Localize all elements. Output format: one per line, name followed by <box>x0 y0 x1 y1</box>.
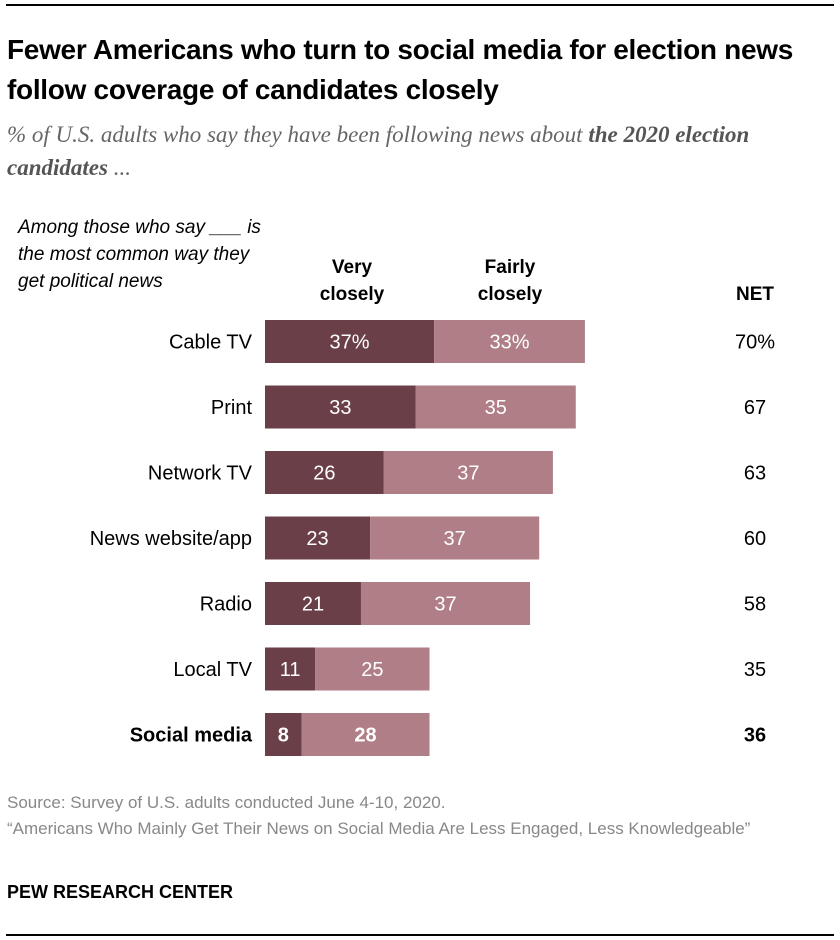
bar-label-fairly-closely: 33% <box>489 332 529 354</box>
bar-very-closely <box>265 451 384 494</box>
net-value-label: 60 <box>744 528 766 550</box>
column-header-net: NET <box>736 284 774 305</box>
bar-label-very-closely: 37% <box>330 332 370 354</box>
column-header-very-closely: Very closely <box>319 257 385 305</box>
bar-label-very-closely: 8 <box>278 725 289 747</box>
category-label: Local TV <box>173 659 252 681</box>
bar-label-very-closely: 21 <box>302 594 324 616</box>
top-rule <box>6 4 834 6</box>
bar-fairly-closely <box>383 451 553 494</box>
bar-very-closely <box>265 516 371 560</box>
bar-label-very-closely: 11 <box>280 659 301 681</box>
source-citation: “Americans Who Mainly Get Their News on … <box>7 819 751 838</box>
bar-fairly-closely <box>301 713 430 756</box>
bar-fairly-closely <box>360 582 531 625</box>
chart-title: Fewer Americans who turn to social media… <box>7 34 793 105</box>
category-label: Print <box>211 397 253 419</box>
net-value-label: 58 <box>744 594 766 616</box>
column-header-fairly-closely: Fairly closely <box>477 257 543 305</box>
bar-fairly-closely <box>415 385 576 429</box>
category-label: News website/app <box>90 528 252 550</box>
chart-subtitle: % of U.S. adults who say they have been … <box>7 118 827 184</box>
net-value-label: 35 <box>744 659 766 681</box>
bar-very-closely <box>265 582 361 625</box>
bar-fairly-closely <box>370 516 540 560</box>
source-note: Source: Survey of U.S. adults conducted … <box>7 790 827 842</box>
subtitle-prefix: % of U.S. adults who say they have been … <box>7 122 589 147</box>
subtitle-suffix: ... <box>107 155 131 180</box>
bar-label-fairly-closely: 37 <box>434 594 456 616</box>
bar-label-fairly-closely: 25 <box>361 659 383 681</box>
category-label: Network TV <box>148 463 253 485</box>
subtitle-emphasis: the 2020 election candidates <box>7 122 750 180</box>
net-value-label: 63 <box>744 463 766 485</box>
net-value-label: 70% <box>735 332 775 354</box>
category-label: Cable TV <box>169 332 253 354</box>
source-line: Source: Survey of U.S. adults conducted … <box>7 793 446 812</box>
row-header-note: Among those who say ___ is the most comm… <box>18 217 261 292</box>
net-value-label: 67 <box>744 397 766 419</box>
stacked-bar-chart: Cable TV 37% 33% 70% Print 33 35 67 Network TV 26… <box>90 320 775 756</box>
bar-label-fairly-closely: 37 <box>444 528 466 550</box>
category-label: Social media <box>130 725 253 747</box>
bar-label-fairly-closely: 28 <box>354 725 376 747</box>
bar-very-closely <box>265 385 416 429</box>
bar-label-fairly-closely: 35 <box>485 397 507 419</box>
bottom-rule <box>6 934 834 936</box>
bar-label-very-closely: 26 <box>313 463 335 485</box>
bar-label-fairly-closely: 37 <box>457 463 479 485</box>
bar-fairly-closely <box>434 320 585 363</box>
bar-very-closely <box>265 320 435 363</box>
brand-logo-text: PEW RESEARCH CENTER <box>7 882 234 902</box>
net-value-label: 36 <box>744 725 766 747</box>
bar-label-very-closely: 23 <box>306 528 328 550</box>
category-label: Radio <box>200 594 252 616</box>
bar-very-closely <box>265 713 302 756</box>
bar-fairly-closely <box>315 647 430 691</box>
bar-very-closely <box>265 647 316 691</box>
bar-label-very-closely: 33 <box>329 397 351 419</box>
